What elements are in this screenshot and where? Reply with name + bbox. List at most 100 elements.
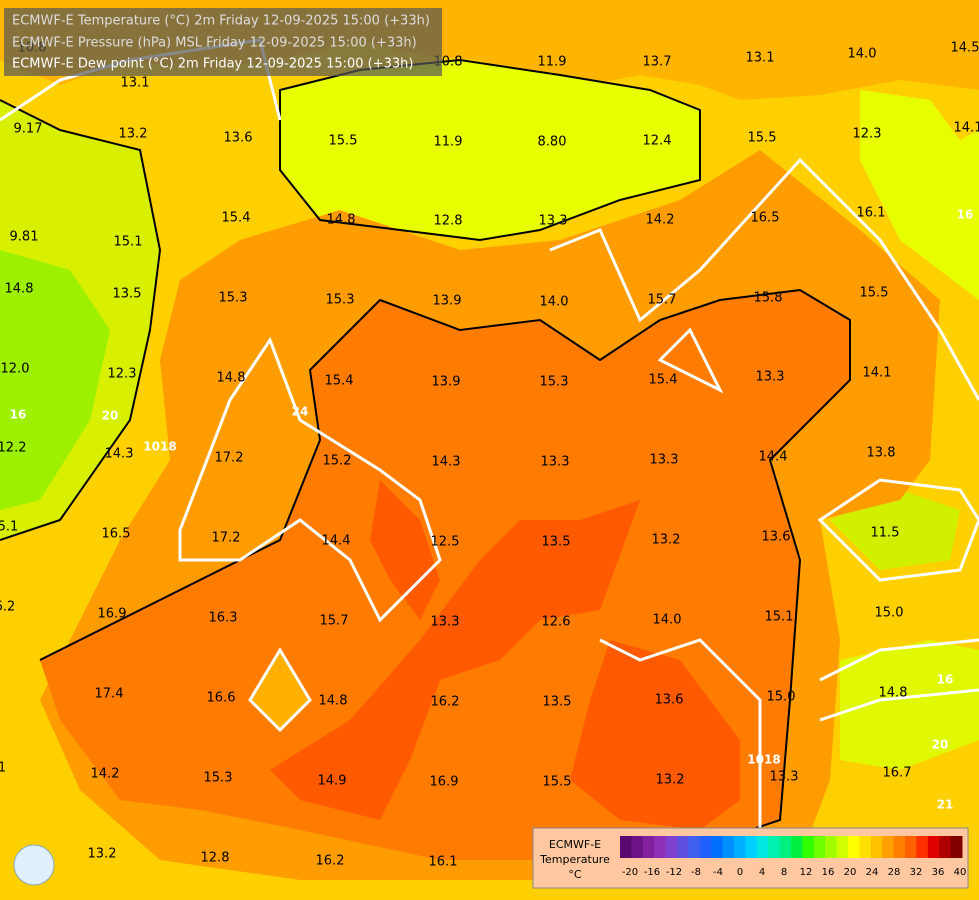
header: ECMWF-E Temperature (°C) 2m Friday 12-09… xyxy=(4,8,442,76)
contour-label: 20 xyxy=(932,738,949,752)
color-bar-tick-label: -20 xyxy=(622,867,638,878)
legend-title: ECMWF-E xyxy=(549,838,601,851)
color-bar-cell xyxy=(825,836,838,858)
contour-label: 24 xyxy=(292,405,309,419)
dew-point-label: 13.3 xyxy=(539,214,568,229)
dew-point-label: 15.4 xyxy=(222,211,251,226)
dew-point-label: 15.1 xyxy=(114,235,143,250)
dew-point-label: 12.8 xyxy=(201,851,230,866)
color-bar-cell xyxy=(722,836,735,858)
dew-point-label: 13.2 xyxy=(656,773,685,788)
color-bar-cell xyxy=(631,836,644,858)
temperature-fields xyxy=(0,0,979,880)
contour-label: 16 xyxy=(937,673,954,687)
dew-point-label: 16.5 xyxy=(102,527,131,542)
dew-point-label: 13.5 xyxy=(113,287,142,302)
dew-point-label: 14.8 xyxy=(217,371,246,386)
dew-point-label: 15.2 xyxy=(323,454,352,469)
dew-point-label: 13.3 xyxy=(541,455,570,470)
dew-point-label: 13.7 xyxy=(643,55,672,70)
dew-point-label: 12.3 xyxy=(853,127,882,142)
contours xyxy=(0,58,851,841)
contour-label: 20 xyxy=(102,409,119,423)
dew-point-label: 12.8 xyxy=(434,214,463,229)
dew-point-label: 13.5 xyxy=(543,695,572,710)
color-bar-cell xyxy=(711,836,724,858)
dew-point-label: 16.2 xyxy=(316,854,345,869)
dew-point-label: 14.4 xyxy=(322,534,351,549)
dew-point-label: 13.5 xyxy=(542,535,571,550)
dew-point-label: 13.2 xyxy=(119,127,148,142)
color-bar-cell xyxy=(768,836,781,858)
color-bar-cell xyxy=(882,836,895,858)
dew-point-label: 14.8 xyxy=(319,694,348,709)
dew-point-label: 13.3 xyxy=(770,770,799,785)
color-bar-cell xyxy=(779,836,792,858)
dew-point-label: 13.9 xyxy=(432,375,461,390)
legend-title: Temperature xyxy=(539,853,610,866)
color-bar-ticks: -20 -16 -12 -8 -4 0 4 8 12 16 20 24 28 32 36 40 xyxy=(622,867,967,878)
legend-title: °C xyxy=(568,868,582,881)
dew-point-label: 14.1 xyxy=(863,366,892,381)
color-bar-tick-label: 8 xyxy=(781,867,787,878)
dew-point-label: 13.1 xyxy=(121,76,150,91)
color-bar-tick-label: 36 xyxy=(932,867,945,878)
color-bar-tick-label: 4 xyxy=(759,867,765,878)
color-bar-cell xyxy=(756,836,769,858)
color-bar-tick-label: 40 xyxy=(954,867,967,878)
dew-point-label: 14.8 xyxy=(327,213,356,228)
dew-point-label: 12.3 xyxy=(108,367,137,382)
color-bar-cell xyxy=(905,836,917,858)
color-bar-cell xyxy=(802,836,815,858)
dew-point-label: 14.3 xyxy=(432,455,461,470)
color-bar-cell xyxy=(859,836,872,858)
dew-point-label: 13.6 xyxy=(655,693,684,708)
dew-point-label: 12.5 xyxy=(431,535,460,550)
dew-point-label: 12.0 xyxy=(1,362,30,377)
color-bar-cell xyxy=(665,836,678,858)
dew-point-label: 16.6 xyxy=(207,691,236,706)
color-bar-cell xyxy=(893,836,906,858)
dew-point-label: 14.2 xyxy=(91,767,120,782)
dew-point-label: 15.8 xyxy=(754,291,783,306)
color-bar-tick-label: -4 xyxy=(713,867,723,878)
dew-point-label: 17.2 xyxy=(212,531,241,546)
dew-point-label: 16.2 xyxy=(431,695,460,710)
dew-point-label: 11.5 xyxy=(871,526,900,541)
dew-point-label: 16.5 xyxy=(751,211,780,226)
dew-point-label: 13.8 xyxy=(867,446,896,461)
legend: ECMWF-E Temperature °C -20 -16 -12 -8 -4 0 4 8 1… xyxy=(532,827,969,889)
logo xyxy=(13,844,55,886)
dew-point-label: 16.1 xyxy=(429,855,458,870)
dew-point-label: 15.5 xyxy=(860,286,889,301)
color-bar-tick-label: 0 xyxy=(737,867,743,878)
dew-point-label: 14.0 xyxy=(848,47,877,62)
color-bar-cell xyxy=(699,836,712,858)
dew-point-label: 16.9 xyxy=(430,775,459,790)
color-bar-cell xyxy=(939,836,952,858)
dew-point-label: 15.0 xyxy=(767,690,796,705)
dew-point-label: 15.5 xyxy=(748,131,777,146)
color-bar-tick-label: 20 xyxy=(844,867,857,878)
color-bar-tick-label: 12 xyxy=(800,867,813,878)
dew-point-label: 9.17 xyxy=(14,122,43,137)
color-bar-cell xyxy=(813,836,826,858)
dew-point-label: 17.4 xyxy=(95,687,124,702)
color-bar-tick-label: -12 xyxy=(666,867,682,878)
dew-point-label: 16.9 xyxy=(98,607,127,622)
dew-point-label: 14.8 xyxy=(879,686,908,701)
dew-point-label: 13.3 xyxy=(431,615,460,630)
dew-point-label: 13.3 xyxy=(756,370,785,385)
dew-point-label: 15.5 xyxy=(543,775,572,790)
dew-point-label: 13.2 xyxy=(88,847,117,862)
dew-point-label: 16.7 xyxy=(883,766,912,781)
header-line: ECMWF-E Temperature (°C) 2m Friday 12-09… xyxy=(12,14,430,29)
dew-point-label: 15.1 xyxy=(765,610,794,625)
color-bar-cell xyxy=(836,836,849,858)
color-bar-tick-label: -16 xyxy=(644,867,660,878)
dew-point-label: 14.4 xyxy=(759,450,788,465)
dew-point-label: 12.4 xyxy=(643,134,672,149)
dew-point-label: 15.3 xyxy=(326,293,355,308)
